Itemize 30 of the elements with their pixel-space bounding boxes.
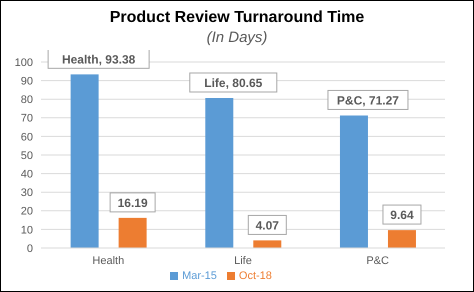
y-tick-label: 10 xyxy=(20,224,33,236)
data-label: Life, 80.65 xyxy=(204,76,263,90)
data-label: 4.07 xyxy=(256,218,280,232)
y-tick-label: 50 xyxy=(20,150,33,162)
y-tick-label: 100 xyxy=(14,56,33,69)
bar xyxy=(253,240,282,248)
legend-label: Oct-18 xyxy=(238,270,272,282)
y-tick-label: 70 xyxy=(20,112,33,125)
chart-title: Product Review Turnaround Time xyxy=(108,9,366,27)
y-tick-label: 0 xyxy=(26,242,33,255)
chart-subtitle: (In Days) xyxy=(206,29,268,46)
legend-label: Mar-15 xyxy=(182,270,217,282)
y-tick-label: 40 xyxy=(20,168,33,181)
bar xyxy=(340,115,368,248)
data-label: Health, 93.38 xyxy=(62,52,136,66)
x-tick-label: Health xyxy=(92,254,124,267)
data-label: 16.19 xyxy=(118,196,148,210)
x-tick-label: Life xyxy=(234,254,252,267)
y-tick-label: 30 xyxy=(20,187,33,200)
bar xyxy=(118,218,147,248)
x-tick-label: P&C xyxy=(366,254,390,267)
y-tick-label: 80 xyxy=(20,94,33,106)
bar xyxy=(205,98,234,248)
bar xyxy=(388,230,416,248)
data-label: 9.64 xyxy=(390,208,414,222)
y-tick-label: 20 xyxy=(20,206,33,218)
y-tick-label: 60 xyxy=(20,131,33,144)
bar xyxy=(70,74,99,248)
data-label: P&C, 71.27 xyxy=(336,93,400,108)
y-tick-label: 90 xyxy=(20,76,33,88)
